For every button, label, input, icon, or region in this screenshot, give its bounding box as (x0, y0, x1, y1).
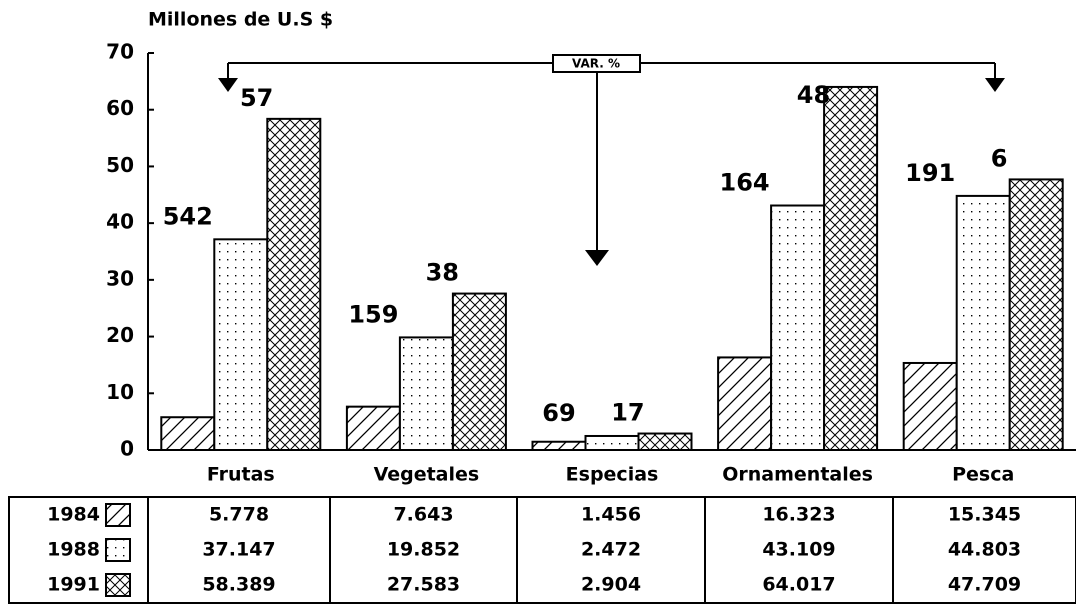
table-cell: 2.904 (581, 574, 641, 596)
bar (398, 336, 454, 451)
var-label: 164 (720, 169, 770, 197)
table-cell: 58.389 (202, 574, 275, 596)
bar (451, 292, 507, 451)
y-tick-label: 0 (120, 437, 134, 461)
table-cell: 37.147 (202, 539, 275, 561)
table-cell: 2.472 (581, 539, 641, 561)
var-label: 48 (797, 81, 830, 109)
y-tick-label: 50 (106, 153, 134, 177)
table-cell: 19.852 (387, 539, 460, 561)
var-label: 6 (991, 144, 1008, 172)
bar (717, 356, 773, 451)
bar (213, 238, 269, 451)
bar (345, 405, 401, 451)
var-label: 38 (426, 259, 459, 287)
bar (584, 434, 640, 451)
var-label: 69 (542, 399, 575, 427)
bar (955, 194, 1011, 451)
table-cell: 43.109 (762, 539, 835, 561)
bar (531, 440, 587, 452)
y-tick-label: 40 (106, 210, 134, 234)
var-box (552, 54, 641, 73)
table-cell: 27.583 (387, 574, 460, 596)
table-cell: 15.345 (948, 504, 1021, 526)
table-frame (8, 496, 1076, 604)
table-cell: 16.323 (762, 504, 835, 526)
legend-swatch (105, 503, 131, 527)
var-label: VAR. % (572, 57, 620, 71)
bar (1008, 178, 1064, 451)
y-tick-label: 20 (106, 323, 134, 347)
table-cell: 44.803 (948, 539, 1021, 561)
var-label: 542 (163, 202, 213, 230)
legend-swatch (105, 538, 131, 562)
y-tick-label: 30 (106, 266, 134, 290)
chart-title: Millones de U.S $ (148, 9, 333, 31)
var-label: 159 (348, 300, 398, 328)
x-tick-label: Frutas (207, 464, 275, 486)
bar (637, 432, 693, 452)
var-bracket (227, 62, 996, 252)
var-label: 17 (611, 399, 644, 427)
table-cell: 1.456 (581, 504, 641, 526)
var-label: 191 (905, 159, 955, 187)
bar (770, 204, 826, 451)
y-tick-label: 70 (106, 40, 134, 64)
x-tick-label: Especias (566, 464, 659, 486)
bar (160, 416, 216, 452)
table-cell: 5.778 (209, 504, 269, 526)
legend-label: 1991 (47, 574, 100, 596)
legend-label: 1988 (47, 539, 100, 561)
table-cell: 7.643 (393, 504, 453, 526)
bar (902, 361, 958, 451)
table-cell: 64.017 (762, 574, 835, 596)
legend-label: 1984 (47, 504, 100, 526)
bar (823, 85, 879, 451)
bar (266, 117, 322, 452)
var-label: 57 (240, 84, 273, 112)
var-arrowheads (218, 78, 1005, 266)
legend-swatch (105, 573, 131, 597)
x-tick-label: Ornamentales (722, 464, 873, 486)
y-tick-label: 10 (106, 380, 134, 404)
table-cell: 47.709 (948, 574, 1021, 596)
x-tick-label: Vegetales (374, 464, 480, 486)
x-tick-label: Pesca (952, 464, 1014, 486)
y-tick-label: 60 (106, 96, 134, 120)
